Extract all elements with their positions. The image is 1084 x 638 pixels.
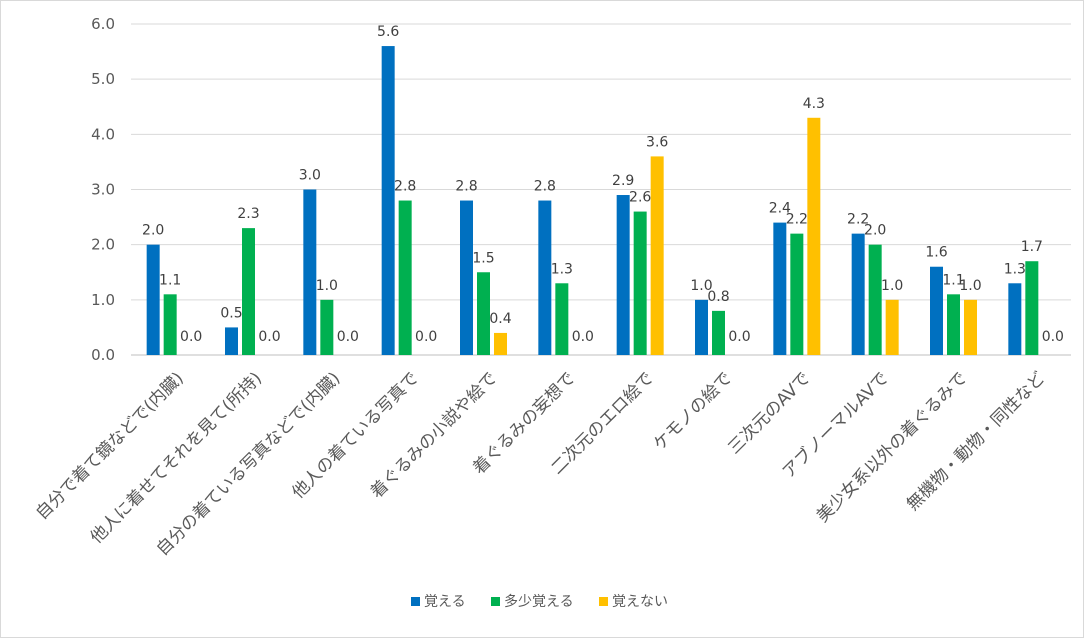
- data-label: 0.0: [728, 329, 750, 345]
- data-label: 3.0: [299, 168, 321, 184]
- data-label: 2.4: [769, 201, 791, 217]
- legend-label: 覚える: [424, 594, 466, 610]
- data-label: 1.5: [472, 250, 494, 266]
- legend: 覚える 多少覚える 覚えない: [411, 593, 668, 610]
- data-label: 0.0: [415, 329, 437, 345]
- data-label: 2.8: [534, 179, 556, 195]
- x-category-label: 美少女系以外の着ぐるみで: [813, 368, 971, 526]
- bar: [930, 266, 943, 355]
- data-label: 2.2: [786, 212, 808, 228]
- bar: [851, 233, 865, 355]
- bar: [947, 294, 960, 355]
- bar: [633, 211, 647, 355]
- bar: [381, 46, 395, 356]
- bars: [146, 46, 1039, 356]
- bar: [807, 117, 821, 356]
- data-label: 1.1: [159, 272, 181, 288]
- data-label: 0.0: [258, 329, 280, 345]
- legend-swatch: [411, 597, 420, 606]
- data-label: 2.3: [237, 206, 259, 222]
- y-axis-ticks: 0.0 1.0 2.0 3.0 4.0 5.0 6.0: [91, 15, 115, 364]
- y-tick-label: 6.0: [91, 15, 115, 33]
- data-label: 2.9: [612, 173, 634, 189]
- x-category-label: 他人の着ている写真で: [288, 368, 422, 502]
- bar: [225, 327, 238, 355]
- legend-swatch: [491, 597, 500, 606]
- bar: [494, 332, 507, 355]
- bar: [790, 233, 804, 355]
- data-label: 1.3: [1004, 261, 1026, 277]
- bar: [1008, 283, 1022, 355]
- x-category-label: 無機物・動物・同性など: [903, 368, 1049, 514]
- bar: [320, 299, 334, 355]
- data-label: 2.0: [864, 223, 886, 239]
- data-label: 0.0: [337, 329, 359, 345]
- bar: [885, 299, 899, 355]
- bar: [163, 294, 177, 355]
- bar: [538, 200, 552, 355]
- legend-item: 多少覚える: [491, 593, 574, 610]
- bar: [242, 228, 255, 355]
- bar: [773, 222, 787, 355]
- data-label: 3.6: [646, 134, 668, 150]
- bar: [616, 195, 630, 355]
- data-label: 0.5: [220, 305, 242, 321]
- data-label: 0.0: [1042, 329, 1064, 345]
- data-label: 2.2: [847, 212, 869, 228]
- bar: [398, 200, 412, 355]
- data-label: 1.0: [959, 278, 981, 294]
- bar: [146, 244, 160, 355]
- data-label: 1.3: [551, 261, 573, 277]
- legend-label: 覚えない: [612, 594, 668, 610]
- data-label: 2.8: [394, 179, 416, 195]
- legend-swatch: [599, 597, 608, 606]
- data-label: 1.1: [942, 272, 964, 288]
- data-label: 0.8: [707, 289, 729, 305]
- bar: [303, 189, 317, 355]
- y-tick-label: 2.0: [91, 236, 115, 254]
- data-label: 2.0: [142, 223, 164, 239]
- data-label: 4.3: [803, 96, 825, 112]
- bar: [460, 200, 473, 355]
- data-label: 0.0: [180, 329, 202, 345]
- data-labels: 2.0 1.1 0.0 0.5 2.3 0.0 3.0 1.0 0.0 5.6 2.8 0.0 2.8 1…: [142, 24, 1064, 345]
- y-tick-label: 4.0: [91, 125, 115, 143]
- data-label: 0.0: [572, 329, 594, 345]
- gridlines: [131, 23, 1071, 356]
- legend-item: 覚える: [411, 594, 466, 610]
- legend-item: 覚えない: [599, 594, 668, 610]
- bar: [868, 244, 882, 355]
- data-label: 1.6: [925, 245, 947, 261]
- legend-label: 多少覚える: [504, 593, 574, 610]
- x-category-label: 着ぐるみの小説や絵で: [367, 368, 501, 502]
- bar: [477, 272, 490, 355]
- data-label: 1.0: [881, 278, 903, 294]
- bar: [555, 283, 569, 355]
- bar: [712, 310, 725, 355]
- y-tick-label: 1.0: [91, 291, 115, 309]
- bar: [1025, 261, 1039, 355]
- x-axis-categories: 自分で着て鏡などで(内臓)他人に着せてそれを見て(所持)自分の着ている写真などで…: [32, 368, 1049, 560]
- x-category-label: ケモノの絵で: [650, 368, 736, 454]
- y-tick-label: 3.0: [91, 181, 115, 199]
- data-label: 2.6: [629, 190, 651, 206]
- data-label: 1.0: [690, 278, 712, 294]
- data-label: 1.7: [1021, 239, 1043, 255]
- data-label: 5.6: [377, 24, 399, 40]
- bar: [695, 299, 708, 355]
- bar: [650, 156, 664, 355]
- data-label: 0.4: [489, 311, 511, 327]
- x-category-label: 自分で着て鏡などで(内臓): [32, 368, 188, 524]
- data-label: 1.0: [316, 278, 338, 294]
- y-tick-label: 5.0: [91, 70, 115, 88]
- bar: [964, 299, 977, 355]
- data-label: 2.8: [455, 179, 477, 195]
- y-tick-label: 0.0: [91, 346, 115, 364]
